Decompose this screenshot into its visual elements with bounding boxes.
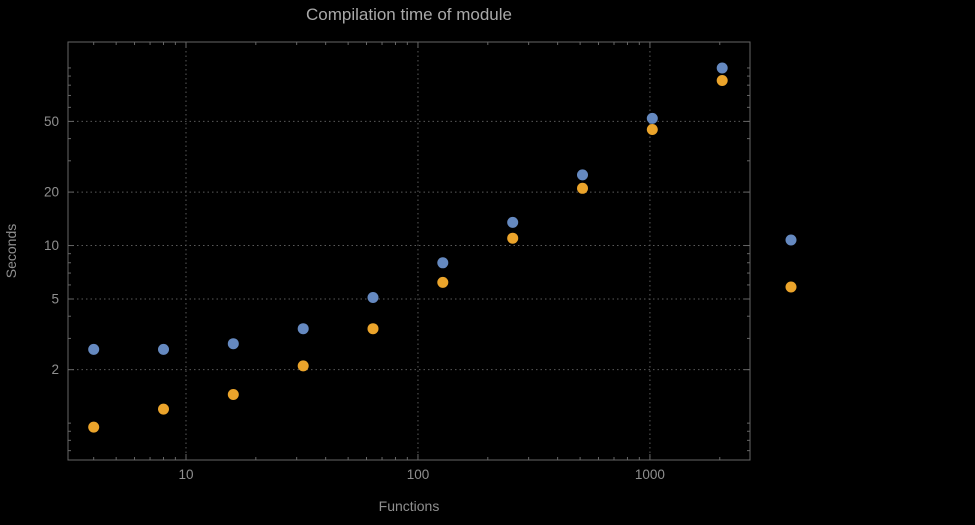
data-point-blue [297,323,309,335]
x-axis-label: Functions [378,498,440,514]
x-tick-label: 10 [178,467,193,482]
data-point-orange [227,389,239,400]
x-tick-label: 100 [407,467,430,482]
legend-marker-1 [785,234,797,246]
y-tick-label: 10 [44,238,59,253]
x-tick-label: 1000 [635,467,665,482]
data-point-blue [88,343,100,355]
data-point-orange [577,182,588,194]
data-point-orange [297,360,309,372]
y-tick-label: 5 [51,292,59,307]
legend-marker-2 [785,281,797,293]
data-point-blue [577,169,588,181]
data-point-orange [367,323,379,335]
data-point-orange [507,232,519,244]
data-point-blue [158,343,169,355]
data-point-blue [646,112,658,124]
y-tick-label: 50 [44,114,59,129]
data-point-orange [716,75,728,86]
data-point-blue [227,338,239,350]
data-point-orange [646,124,658,135]
data-point-orange [158,403,169,415]
y-tick-label: 2 [51,362,59,377]
plot-frame [67,41,751,461]
data-point-blue [437,257,449,269]
data-point-blue [507,216,519,228]
data-point-orange [88,421,100,433]
chart-title: Compilation time of module [306,5,512,24]
y-tick-label: 20 [44,185,59,200]
data-point-blue [367,292,379,303]
data-point-blue [716,62,728,74]
data-point-orange [437,276,449,288]
